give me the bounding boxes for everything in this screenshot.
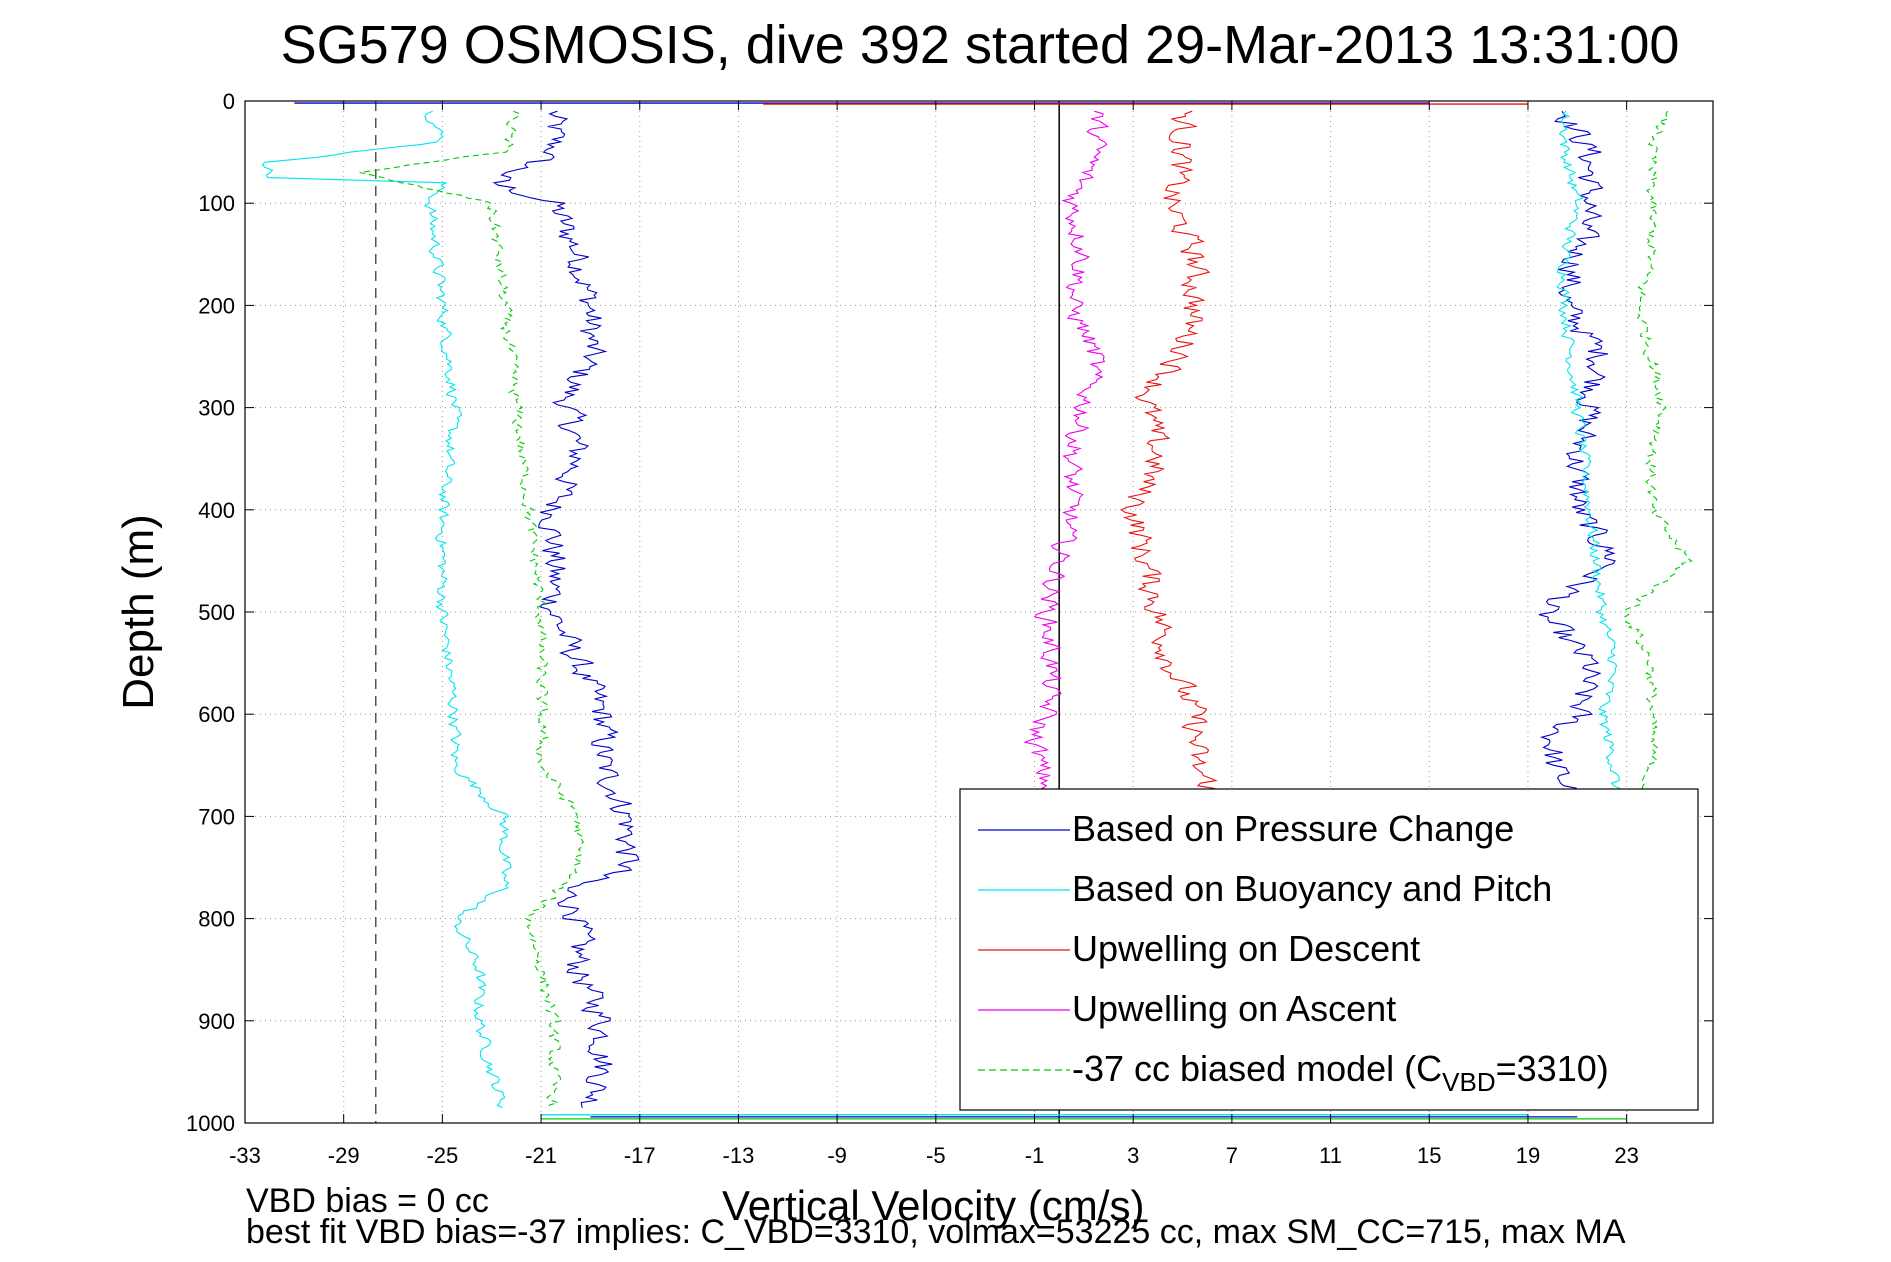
x-tick-label: -9 xyxy=(827,1143,847,1168)
best-fit-annotation: best fit VBD bias=-37 implies: C_VBD=331… xyxy=(246,1213,1626,1251)
legend-subscript: VBD xyxy=(1442,1067,1495,1097)
legend-entries: Based on Pressure Change Based on Buoyanc… xyxy=(978,808,1609,1097)
y-tick-label: 0 xyxy=(223,89,235,114)
legend-suffix: =3310) xyxy=(1496,1048,1609,1089)
grid-lines xyxy=(244,100,1713,1124)
legend-label: Based on Pressure Change xyxy=(1072,808,1514,849)
x-tick-label: 7 xyxy=(1226,1143,1238,1168)
x-tick-label: -33 xyxy=(229,1143,261,1168)
y-tick-label: 200 xyxy=(198,293,235,318)
x-tick-label: -21 xyxy=(525,1143,557,1168)
series-line-4-descent xyxy=(359,110,585,1109)
y-tick-label: 300 xyxy=(198,396,235,421)
legend-label: Upwelling on Ascent xyxy=(1072,988,1396,1029)
y-axis-ticks: 0 100 200 300 400 500 600 700 800 900 1000 xyxy=(186,89,1713,1136)
y-tick-label: 900 xyxy=(198,1009,235,1034)
y-tick-label: 700 xyxy=(198,804,235,829)
y-tick-label: 500 xyxy=(198,600,235,625)
x-tick-label: 15 xyxy=(1417,1143,1441,1168)
x-tick-label: -25 xyxy=(426,1143,458,1168)
vbd-bias-annotation: VBD bias = 0 cc xyxy=(246,1182,489,1220)
legend-label: Upwelling on Descent xyxy=(1072,928,1420,969)
series-line-1-descent xyxy=(261,110,512,1109)
y-tick-label: 800 xyxy=(198,907,235,932)
series-line-0-descent xyxy=(492,110,640,1108)
legend-label: Based on Buoyancy and Pitch xyxy=(1072,868,1552,909)
y-tick-label: 1000 xyxy=(186,1111,235,1136)
chart-title: SG579 OSMOSIS, dive 392 started 29-Mar-2… xyxy=(281,15,1680,75)
x-tick-label: 3 xyxy=(1127,1143,1139,1168)
y-tick-label: 100 xyxy=(198,191,235,216)
x-axis-label: Vertical Velocity (cm/s) xyxy=(722,1182,1144,1229)
legend: Based on Pressure Change Based on Buoyanc… xyxy=(959,788,1699,1111)
x-tick-label: 11 xyxy=(1319,1143,1342,1168)
x-tick-label: -1 xyxy=(1025,1143,1045,1168)
x-tick-label: 19 xyxy=(1516,1143,1540,1168)
y-tick-label: 600 xyxy=(198,702,235,727)
x-tick-label: -13 xyxy=(723,1143,755,1168)
x-tick-label: -17 xyxy=(624,1143,656,1168)
x-axis-ticks: -33 -29 -25 -21 -17 -13 -9 -5 -1 3 7 11 15 19 23 xyxy=(229,101,1639,1168)
legend-label: -37 cc biased model (CVBD=3310) xyxy=(1072,1048,1609,1097)
x-tick-label: -5 xyxy=(926,1143,946,1168)
x-tick-label: -29 xyxy=(328,1143,360,1168)
y-tick-label: 400 xyxy=(198,498,235,523)
x-tick-label: 23 xyxy=(1614,1143,1638,1168)
y-axis-label: Depth (m) xyxy=(114,514,163,710)
legend-box xyxy=(959,788,1699,1111)
